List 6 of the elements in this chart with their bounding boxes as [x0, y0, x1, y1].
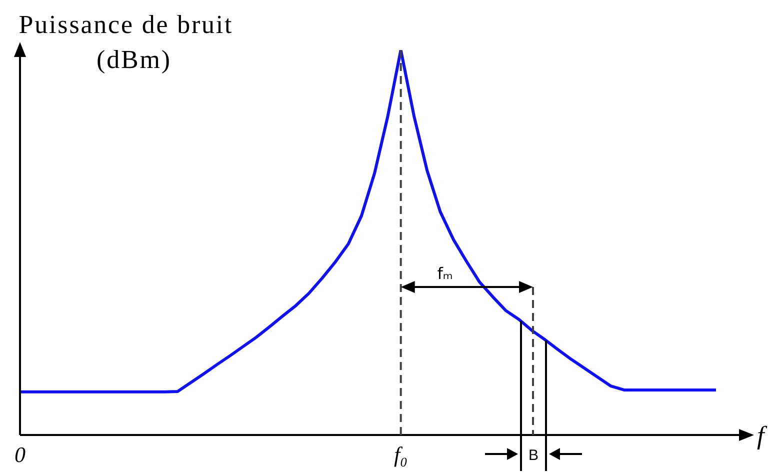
- x-axis-title: f: [757, 421, 768, 450]
- text: B: [528, 447, 539, 464]
- annotation: fₘ: [437, 264, 453, 283]
- x-tick-label: 0: [14, 442, 26, 467]
- y-axis-title: Puissance de bruit (dBm): [18, 10, 234, 74]
- x-tick-label: f₀: [394, 442, 408, 467]
